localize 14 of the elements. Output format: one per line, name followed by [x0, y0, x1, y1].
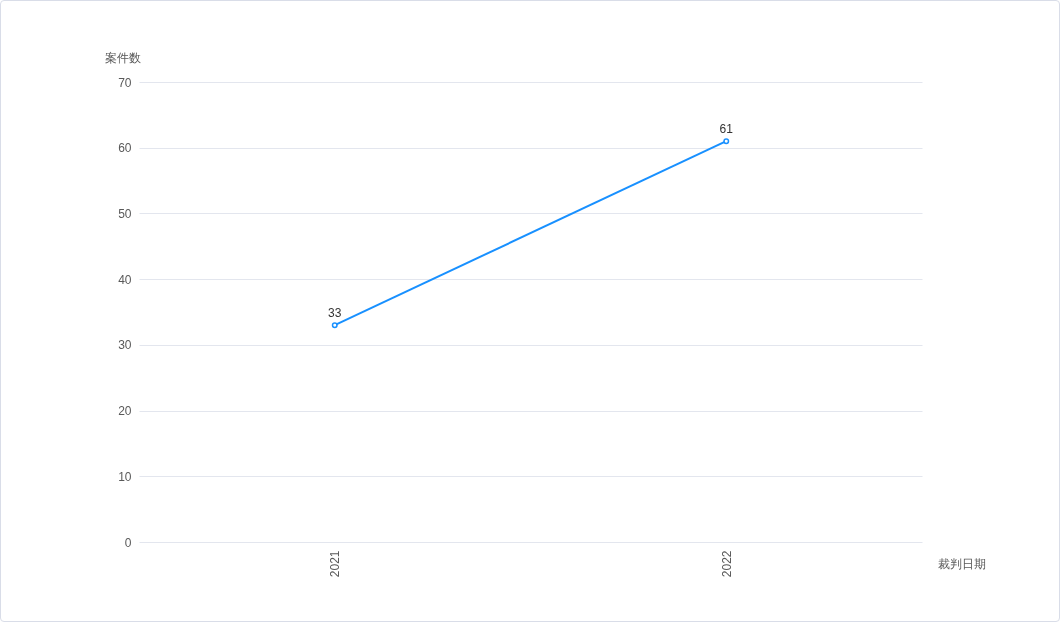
y-tick-label: 40 [118, 272, 132, 287]
y-tick-label: 10 [118, 469, 132, 484]
y-tick-label: 50 [118, 206, 132, 221]
y-axis-title: 案件数 [104, 50, 141, 65]
data-label: 61 [719, 122, 734, 137]
y-tick-label: 0 [124, 535, 132, 550]
y-tick-label: 30 [118, 338, 132, 353]
y-tick-label: 20 [118, 404, 132, 419]
y-tick-label: 70 [118, 75, 132, 90]
data-label: 33 [328, 306, 342, 321]
y-tick-label: 60 [118, 141, 132, 156]
x-tick-label: 2021 [328, 550, 343, 578]
x-tick-label: 2022 [719, 550, 734, 578]
x-axis-title: 裁判日期 [937, 556, 986, 571]
